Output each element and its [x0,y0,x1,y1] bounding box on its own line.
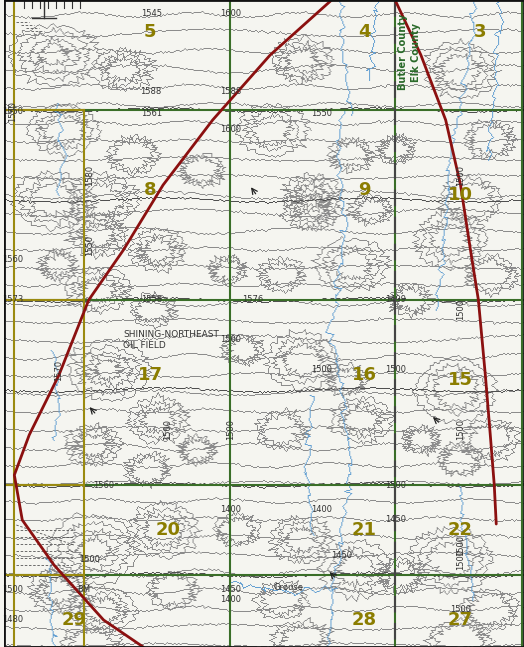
Text: 21: 21 [352,521,377,539]
Text: 1500: 1500 [385,481,406,490]
Text: 1500: 1500 [2,586,23,595]
Text: 1550: 1550 [85,234,94,256]
Text: 1560: 1560 [93,481,114,490]
Text: 1500: 1500 [79,556,100,564]
Text: SHINING-NORTHEAST
OIL FIELD: SHINING-NORTHEAST OIL FIELD [124,331,219,349]
Text: 22: 22 [448,521,473,539]
Text: Elk County: Elk County [411,23,421,82]
Text: 15: 15 [448,371,473,389]
Text: 1500: 1500 [163,419,172,441]
Text: 1500: 1500 [456,300,465,320]
Text: 17: 17 [138,366,162,384]
Text: 1500: 1500 [456,164,465,186]
Text: 1545: 1545 [140,10,162,19]
Text: BM: BM [77,586,90,595]
Text: 1561: 1561 [140,109,162,118]
Text: 3: 3 [474,23,487,41]
Text: 1450: 1450 [220,586,241,595]
Text: 1400: 1400 [220,505,241,514]
Text: 1500: 1500 [456,419,465,441]
Text: 1500: 1500 [311,366,332,375]
Text: 1400: 1400 [220,595,241,604]
Text: 1588: 1588 [220,87,241,96]
Text: 27: 27 [448,611,473,629]
Text: 1450: 1450 [331,551,352,560]
Text: 10: 10 [448,186,473,204]
Text: 9: 9 [358,181,370,199]
Text: 1560: 1560 [2,256,23,265]
Text: 1550: 1550 [8,102,17,122]
Text: 1500: 1500 [226,419,235,441]
Text: 1576: 1576 [242,296,263,305]
Text: 16: 16 [352,366,377,384]
Text: Butler County: Butler County [398,14,408,90]
Text: 1500: 1500 [456,534,465,556]
Text: 1550: 1550 [311,109,332,118]
Text: Grouse: Grouse [273,584,303,593]
Text: 20: 20 [156,521,181,539]
Text: 5: 5 [144,23,157,41]
Text: 1600: 1600 [220,10,241,19]
Text: 1570: 1570 [54,360,63,380]
Text: 1558: 1558 [140,296,162,305]
Text: 1580: 1580 [85,164,94,186]
Text: 8: 8 [144,181,157,199]
Text: 1500: 1500 [450,606,471,615]
Text: 1499: 1499 [385,296,406,305]
Text: 1480: 1480 [2,615,23,624]
Text: 1588: 1588 [140,87,162,96]
Text: 1500: 1500 [385,366,406,375]
Text: 1500: 1500 [220,336,241,344]
Text: 1400: 1400 [311,505,332,514]
Text: 1450: 1450 [385,516,406,525]
Text: 1550: 1550 [2,107,23,116]
Text: 1600: 1600 [220,126,241,135]
Text: 29: 29 [61,611,86,629]
Text: 1500: 1500 [456,549,465,571]
Text: 28: 28 [352,611,377,629]
Text: 1573: 1573 [2,296,23,305]
Text: 4: 4 [358,23,370,41]
